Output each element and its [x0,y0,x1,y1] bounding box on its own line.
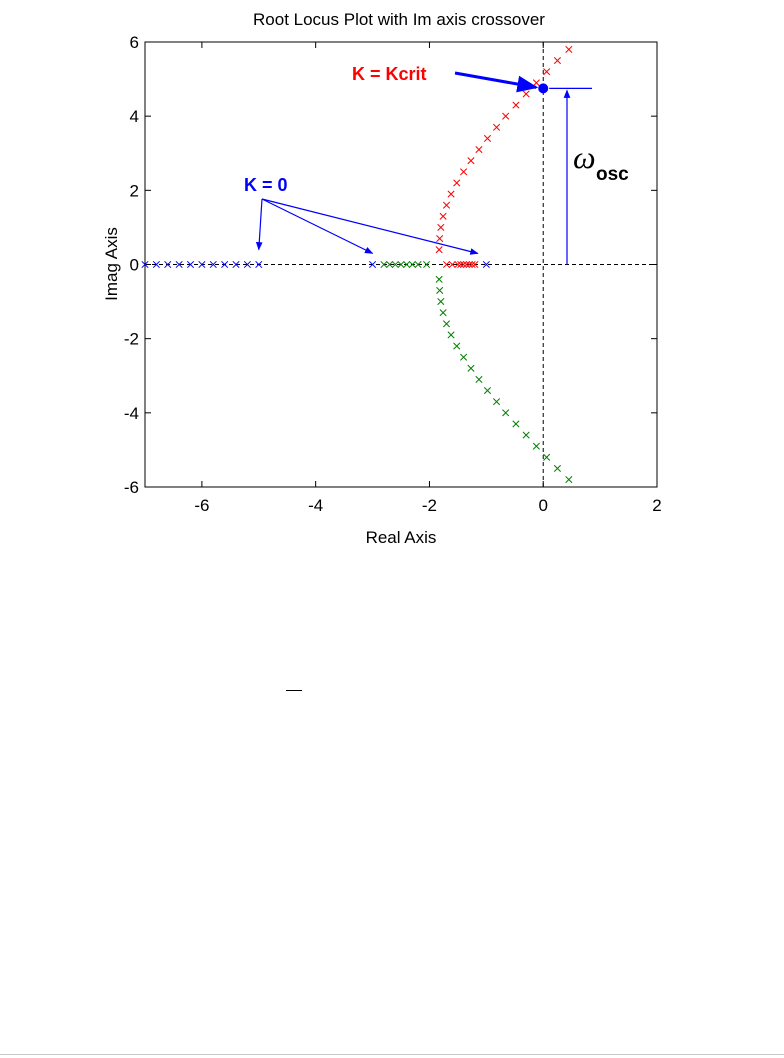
locus-marker [457,260,465,269]
y-tick-label: 2 [130,181,139,200]
y-tick-label: 6 [130,33,139,52]
locus-marker [442,201,451,209]
locus-marker [152,260,160,269]
locus-marker [553,464,561,473]
locus-marker [408,260,416,269]
fraction-bar [286,690,302,691]
locus-marker [475,375,483,384]
locus-marker [454,260,462,269]
locus-marker [386,260,394,269]
locus-marker [462,260,470,269]
locus-marker [436,286,444,295]
locus-marker [493,398,501,406]
locus-marker [453,342,461,350]
k0-label: K = 0 [244,175,288,195]
locus-marker [391,260,399,269]
locus-marker [437,298,445,306]
locus-marker [471,260,479,269]
locus-marker [436,234,444,243]
locus-marker [493,123,501,131]
locus-marker [435,275,443,283]
locus-marker [198,260,206,269]
locus-marker [397,260,405,269]
locus-marker [423,260,431,269]
crossover-point [538,83,549,94]
x-tick-label: -6 [194,496,209,515]
y-axis-label: Imag Axis [102,227,121,301]
chart-title: Root Locus Plot with Im axis crossover [253,10,545,29]
locus-marker [232,260,240,269]
locus-marker [483,387,492,395]
locus-marker [175,260,183,269]
kcrit-arrow [454,71,539,93]
locus-marker [243,260,251,269]
locus-marker [543,453,551,461]
locus-marker [465,260,473,269]
locus-marker [439,309,447,317]
locus-marker [565,45,573,53]
omega-subscript: osc [596,164,629,185]
locus-marker [460,260,468,269]
x-tick-label: -2 [422,496,437,515]
locus-marker [553,56,561,65]
x-tick-label: 0 [538,496,547,515]
locus-marker [447,331,455,339]
locus-marker [482,260,490,269]
locus-marker [532,442,540,450]
x-tick-label: 2 [652,496,661,515]
chart-svg: Root Locus Plot with Im axis crossover R… [102,10,662,547]
omega-symbol: ω [573,139,596,175]
locus-marker [460,353,468,361]
locus-marker [380,260,388,269]
k0-arrow [261,198,479,255]
locus-marker [439,212,447,220]
locus-marker [369,260,377,269]
locus-marker [483,134,492,142]
k0-arrow [255,198,263,251]
y-tick-label: 0 [130,256,139,275]
locus-marker [403,260,411,269]
y-tick-label: -2 [124,330,139,349]
locus-marker [221,260,229,269]
locus-marker [442,260,451,269]
locus-marker [460,168,468,176]
y-tick-label: -6 [124,478,139,497]
locus-marker [522,90,530,98]
locus-marker [414,260,422,269]
locus-marker [467,157,475,165]
root-locus-chart: Root Locus Plot with Im axis crossover R… [102,10,662,547]
y-tick-label: -4 [124,404,139,423]
locus-marker [448,260,456,269]
locus-marker [512,101,520,109]
locus-marker [467,364,475,372]
y-tick-label: 4 [130,107,139,126]
kcrit-label: K = Kcrit [352,64,427,84]
locus-marker [437,223,445,231]
locus-marker [565,476,573,484]
locus-marker [255,260,263,269]
locus-marker [435,246,443,254]
locus-marker [186,260,195,269]
k0-arrow [261,198,374,254]
x-axis-label: Real Axis [366,528,437,547]
locus-marker [475,145,483,154]
locus-marker [502,112,510,120]
locus-marker [209,260,217,269]
locus-marker [532,79,540,87]
locus-marker [453,179,461,187]
locus-marker [512,420,520,428]
locus-marker [522,431,530,439]
x-tick-label: -4 [308,496,323,515]
page-bottom-rule [0,1054,784,1055]
locus-marker [442,320,451,328]
locus-marker [164,260,172,269]
locus-marker [447,190,455,198]
locus-marker [468,260,476,269]
locus-marker [543,68,551,76]
locus-marker [141,260,149,269]
locus-marker [502,409,510,417]
plot-area: -6 -4 -2 0 2 6 4 2 0 -2 -4 -6 K = Kcrit ω osc K = 0 [124,33,662,515]
